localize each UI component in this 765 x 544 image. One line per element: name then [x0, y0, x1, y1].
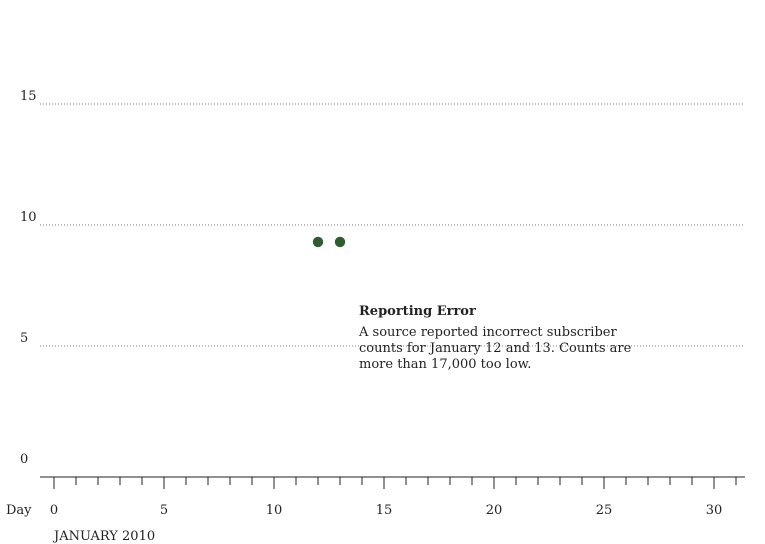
- data-point-day-13: [334, 236, 346, 248]
- x-tick-label-5: 5: [160, 503, 168, 518]
- error-note-line-2: counts for January 12 and 13. Counts are: [359, 341, 632, 356]
- y-tick-label-10: 10: [20, 210, 37, 225]
- x-tick-label-0: 0: [50, 503, 58, 518]
- x-tick-label-20: 20: [486, 503, 503, 518]
- data-points: [312, 236, 346, 248]
- error-note-line-1: A source reported incorrect subscriber: [358, 325, 617, 340]
- data-point-day-12: [312, 236, 324, 248]
- error-note-title: Reporting Error: [359, 304, 476, 319]
- x-tick-label-10: 10: [266, 503, 283, 518]
- grid-lines: [40, 103, 745, 347]
- x-tick-label-25: 25: [596, 503, 613, 518]
- x-axis: 0 5 10 15 20 25 30 Day JANUARY 2010: [6, 476, 745, 544]
- y-tick-label-5: 5: [20, 331, 28, 346]
- x-tick-label-30: 30: [706, 503, 723, 518]
- y-tick-label-15: 15: [20, 89, 37, 104]
- y-tick-label-0: 0: [20, 452, 28, 467]
- x-axis-label: Day: [6, 503, 32, 518]
- month-label: JANUARY 2010: [52, 529, 155, 544]
- x-tick-label-15: 15: [376, 503, 393, 518]
- error-note-line-3: more than 17,000 too low.: [359, 357, 531, 372]
